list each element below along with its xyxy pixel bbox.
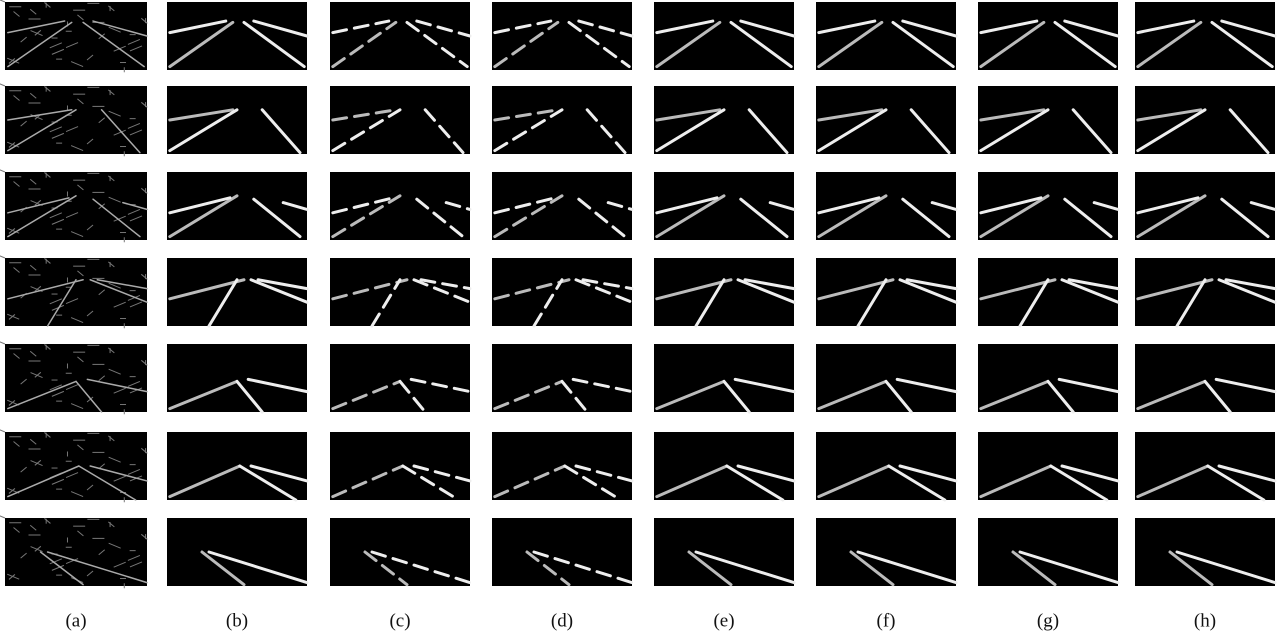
panel-image <box>816 2 956 70</box>
panel-image <box>492 344 632 412</box>
panel-image <box>654 258 794 326</box>
panel-image <box>5 432 147 500</box>
panel-image <box>816 172 956 240</box>
panel-image <box>167 258 307 326</box>
panel-image <box>1135 2 1275 70</box>
panel-label: (c) <box>389 610 410 631</box>
panel-image <box>654 2 794 70</box>
panel-image <box>978 172 1118 240</box>
panel-image <box>330 86 470 154</box>
panel-image <box>492 86 632 154</box>
panel-image <box>5 86 147 154</box>
panel-label: (f) <box>877 610 896 631</box>
panel-label: (b) <box>226 610 248 631</box>
panel-image <box>492 172 632 240</box>
edge-texture <box>0 513 5 518</box>
panel-image <box>816 258 956 326</box>
panel-image <box>978 2 1118 70</box>
panel-image <box>5 2 147 70</box>
panel-image <box>5 258 147 326</box>
edge-texture <box>0 81 5 86</box>
panel-label: (a) <box>65 610 86 631</box>
panel-image <box>330 258 470 326</box>
panel-image <box>5 172 147 240</box>
panel-image <box>167 2 307 70</box>
edge-texture <box>0 0 5 2</box>
panel-image <box>1135 172 1275 240</box>
page: (a)(b)(c)(d)(e)(f)(g)(h) (() => { const … <box>0 0 1284 639</box>
panel-image <box>1135 86 1275 154</box>
panel-image <box>978 258 1118 326</box>
panel-label: (g) <box>1037 610 1059 631</box>
panel-image <box>330 344 470 412</box>
edge-texture <box>0 339 5 344</box>
panel-image <box>167 86 307 154</box>
edge-texture <box>0 427 5 432</box>
panel-label: (e) <box>713 610 734 631</box>
figure: (a) (b) (c) (d) (e) (f) (g) (h) <box>0 0 1284 639</box>
panel-label: (d) <box>551 610 573 631</box>
panel-image <box>978 86 1118 154</box>
panel-image <box>1135 258 1275 326</box>
panel-image <box>492 258 632 326</box>
edge-texture <box>0 167 5 172</box>
panel-image <box>330 2 470 70</box>
panel-label: (h) <box>1194 610 1216 631</box>
panel-image <box>167 172 307 240</box>
panel-image <box>654 172 794 240</box>
panel-image <box>654 86 794 154</box>
panel-image <box>816 86 956 154</box>
edge-texture <box>0 253 5 258</box>
panel-image <box>330 172 470 240</box>
panel-image <box>492 2 632 70</box>
